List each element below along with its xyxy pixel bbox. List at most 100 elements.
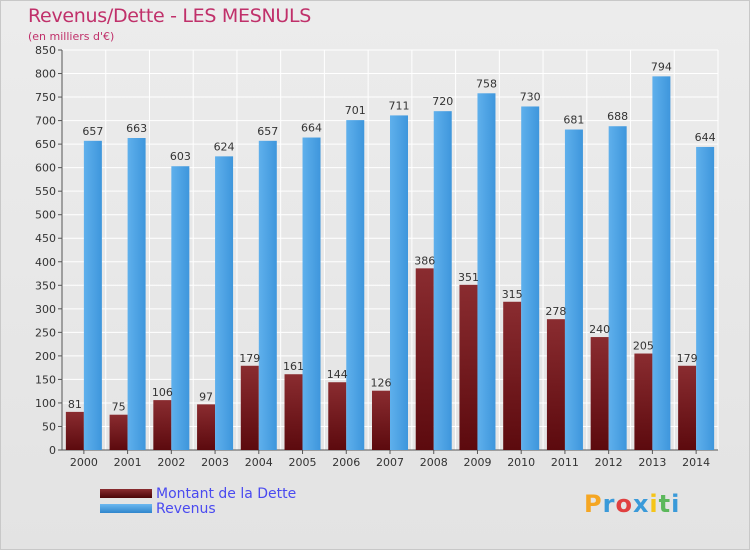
bar-debt (546, 319, 565, 450)
logo-letter: P (584, 490, 603, 518)
y-tick-label: 350 (35, 279, 56, 292)
data-label-debt: 351 (458, 271, 479, 284)
bar-debt (459, 284, 478, 450)
legend-item-revenue: Revenus (100, 500, 296, 517)
logo-letter: i (671, 490, 681, 518)
bar-revenue (127, 138, 146, 450)
bar-revenue (258, 140, 277, 450)
data-label-revenue: 663 (126, 122, 147, 135)
data-label-revenue: 758 (476, 77, 497, 90)
bar-revenue (696, 146, 715, 451)
data-label-debt: 386 (414, 254, 435, 267)
chart-title: Revenus/Dette - LES MESNULS (28, 5, 312, 27)
data-labels: 81 657 75 663 106 603 97 624 179 657 161 664 144 701 1… (68, 60, 716, 413)
bars (65, 76, 715, 451)
bar-debt (65, 411, 84, 450)
data-label-revenue: 657 (82, 125, 103, 138)
axes: 0 50 100 150 200 250 300 350 400 450 500 550 600 650 7… (35, 44, 718, 469)
bar-debt (372, 390, 390, 450)
data-label-revenue: 657 (257, 125, 278, 138)
data-label-debt: 126 (371, 377, 392, 390)
data-label-revenue: 688 (607, 110, 628, 123)
bar-revenue (521, 106, 540, 451)
data-label-revenue: 644 (695, 131, 716, 144)
y-tick-label: 300 (35, 303, 56, 316)
bar-revenue (477, 93, 496, 450)
x-tick-label: 2014 (682, 456, 710, 469)
logo-letter: x (632, 490, 650, 518)
y-tick-label: 500 (35, 209, 56, 222)
x-tick-label: 2010 (507, 456, 535, 469)
legend-item-debt: Montant de la Dette (100, 485, 297, 502)
data-label-revenue: 603 (170, 150, 191, 163)
bar-debt (590, 337, 609, 450)
y-tick-label: 0 (49, 444, 56, 457)
legend-label-revenue: Revenus (156, 500, 216, 517)
bar-debt (153, 400, 172, 450)
bar-revenue (302, 137, 321, 450)
bar-debt (678, 365, 697, 450)
x-tick-label: 2002 (157, 456, 185, 469)
x-tick-label: 2013 (638, 456, 666, 469)
bar-revenue (171, 166, 190, 450)
bar-debt (240, 365, 259, 450)
data-label-revenue: 720 (432, 95, 453, 108)
bar-revenue (215, 156, 234, 450)
data-label-revenue: 711 (389, 99, 410, 112)
bar-debt (284, 374, 303, 450)
x-tick-label: 2007 (376, 456, 404, 469)
data-label-debt: 278 (545, 305, 566, 318)
bar-debt (415, 268, 434, 450)
y-tick-label: 50 (42, 420, 56, 433)
logo-letter: i (649, 490, 659, 518)
data-label-debt: 161 (283, 360, 304, 373)
x-tick-label: 2003 (201, 456, 229, 469)
bar-debt (328, 382, 347, 450)
data-label-debt: 97 (199, 390, 213, 403)
y-tick-label: 550 (35, 185, 56, 198)
data-label-revenue: 624 (214, 140, 235, 153)
y-tick-label: 650 (35, 138, 56, 151)
data-label-revenue: 701 (345, 104, 366, 117)
bar-revenue (83, 140, 102, 450)
x-tick-label: 2012 (595, 456, 623, 469)
bar-debt (197, 404, 216, 450)
x-tick-label: 2006 (332, 456, 360, 469)
data-label-debt: 205 (633, 340, 654, 353)
data-label-debt: 179 (677, 352, 698, 365)
logo-letter: t (658, 490, 672, 518)
data-label-debt: 81 (68, 398, 82, 411)
data-label-debt: 106 (152, 386, 173, 399)
chart-subtitle: (en milliers d'€) (28, 30, 115, 43)
x-tick-label: 2004 (245, 456, 273, 469)
bar-revenue (433, 111, 452, 451)
bar-debt (503, 301, 522, 450)
logo-letter: o (615, 490, 633, 518)
y-tick-label: 100 (35, 397, 56, 410)
y-tick-label: 850 (35, 44, 56, 57)
legend: Montant de la Dette Revenus (100, 485, 297, 517)
bar-revenue (652, 76, 671, 451)
y-tick-label: 150 (35, 373, 56, 386)
bar-revenue (608, 126, 627, 450)
legend-swatch-revenue (100, 504, 152, 513)
data-label-revenue: 794 (651, 60, 672, 73)
legend-swatch-debt (100, 489, 152, 498)
y-tick-label: 800 (35, 68, 56, 81)
y-tick-label: 700 (35, 115, 56, 128)
legend-label-debt: Montant de la Dette (156, 485, 297, 502)
x-tick-label: 2011 (551, 456, 579, 469)
bar-revenue (564, 129, 583, 450)
data-label-debt: 240 (589, 323, 610, 336)
bar-revenue (390, 115, 408, 450)
x-tick-label: 2009 (463, 456, 491, 469)
x-tick-label: 2005 (289, 456, 317, 469)
data-label-revenue: 681 (563, 114, 584, 127)
y-tick-label: 450 (35, 232, 56, 245)
bar-debt (634, 353, 653, 450)
y-tick-label: 750 (35, 91, 56, 104)
bar-debt (109, 414, 128, 450)
data-label-revenue: 730 (520, 90, 541, 103)
y-tick-label: 200 (35, 350, 56, 363)
